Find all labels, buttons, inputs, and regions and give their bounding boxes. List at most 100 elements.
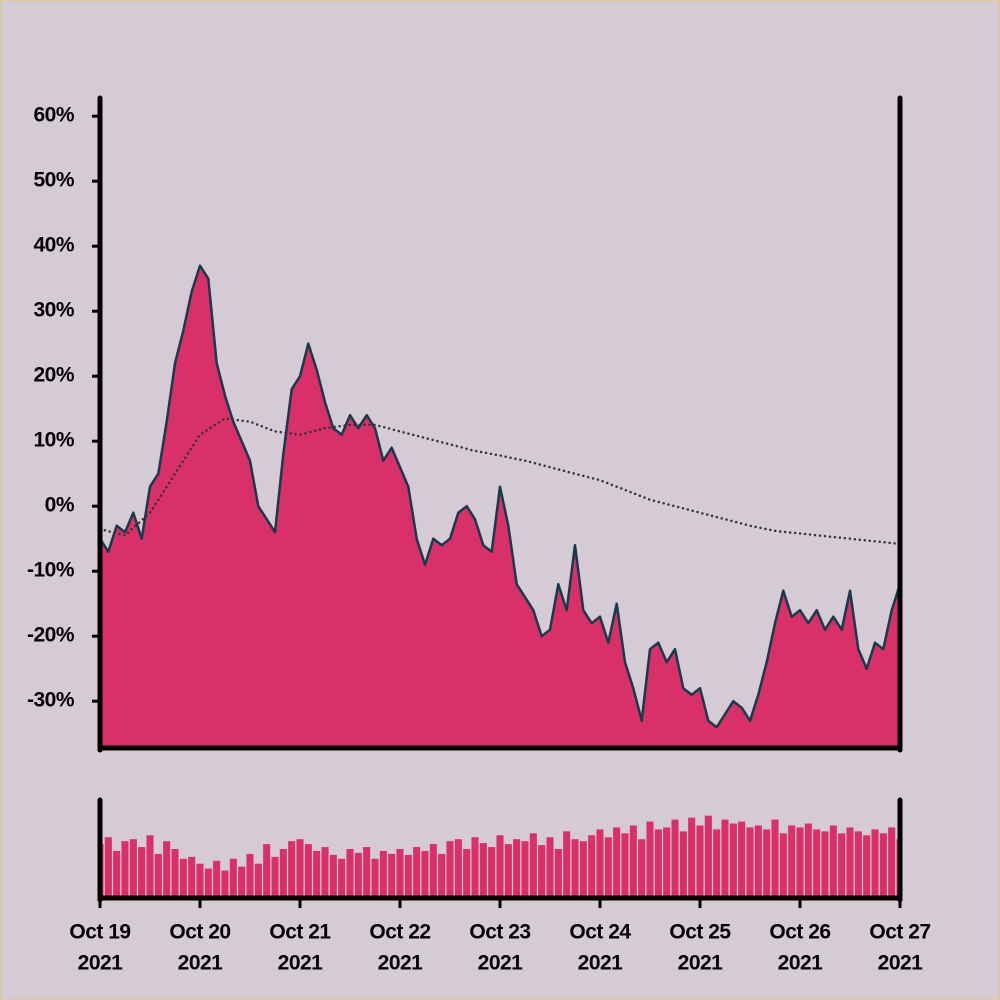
volume-bar (879, 833, 887, 898)
volume-bar (788, 825, 796, 898)
x-tick-label: Oct 21 (269, 921, 331, 944)
volume-bar (404, 854, 412, 898)
volume-bar (679, 831, 687, 898)
volume-bar (513, 839, 521, 898)
volume-bar (504, 844, 512, 898)
volume-bar (329, 854, 337, 898)
volume-panel: Oct 19 2021 Oct 20 2021 Oct 21 2021 Oct 22 2021… (69, 797, 931, 975)
volume-bar (563, 831, 571, 898)
volume-bar (413, 847, 421, 898)
volume-bar (263, 844, 271, 898)
volume-bar (579, 841, 587, 898)
x-tick-label: 2021 (178, 952, 224, 975)
volume-bar (821, 831, 829, 898)
y-tick-label: 20% (33, 364, 74, 387)
volume-bar (888, 827, 896, 898)
volume-bar (488, 847, 496, 898)
x-tick-label: Oct 24 (569, 921, 631, 944)
volume-bar (796, 827, 804, 898)
volume-bar (638, 839, 646, 898)
y-tick-label: 30% (33, 299, 74, 322)
y-tick-label: 10% (33, 429, 74, 452)
volume-bar (546, 837, 554, 898)
volume-bar (354, 852, 362, 898)
x-tick-label: 2021 (278, 952, 324, 975)
volume-bar (238, 866, 246, 898)
y-tick-label: 40% (33, 234, 74, 257)
x-tick-label: Oct 23 (469, 921, 530, 944)
volume-bar (363, 847, 371, 898)
volume-bar (704, 815, 712, 898)
volume-bar (313, 850, 321, 898)
volume-bar (663, 827, 671, 898)
volume-bar (229, 858, 237, 898)
volume-bar (171, 849, 179, 898)
volume-bar (729, 823, 737, 898)
x-tick-label: Oct 19 (69, 921, 130, 944)
x-tick-label: 2021 (378, 952, 424, 975)
volume-bar (213, 860, 221, 898)
volume-bar (629, 825, 637, 898)
volume-bar (296, 839, 304, 898)
volume-bar (671, 819, 679, 898)
x-tick-label: 2021 (578, 952, 624, 975)
volume-bar (371, 858, 379, 898)
volume-bar (746, 827, 754, 898)
volume-bar (838, 833, 846, 898)
volume-bar (763, 829, 771, 898)
volume-bar (804, 823, 812, 898)
y-tick-label: -20% (27, 624, 75, 647)
x-tick-label: Oct 22 (369, 921, 430, 944)
volume-bar (146, 835, 154, 898)
volume-bar (654, 829, 662, 898)
volume-bar (271, 856, 279, 898)
x-tick-label: Oct 25 (669, 921, 731, 944)
volume-bar (604, 837, 612, 898)
price-panel: -30% -20% -10% 0% 10% 20% 30% 40% 50% 60% (27, 95, 903, 753)
volume-bar (479, 843, 487, 898)
x-tick-label: Oct 27 (869, 921, 930, 944)
volume-bar (613, 827, 621, 898)
volume-bar (129, 839, 137, 898)
volume-bar (163, 841, 171, 898)
volume-bar (538, 845, 546, 898)
volume-bar (179, 858, 187, 898)
volume-bar (246, 853, 254, 898)
area-fill (100, 265, 900, 748)
volume-bar (396, 849, 404, 898)
x-tick-label: Oct 26 (769, 921, 830, 944)
volume-bar (521, 841, 529, 898)
y-tick-label: 60% (33, 104, 74, 127)
volume-bar (871, 829, 879, 898)
volume-bar (304, 844, 312, 898)
x-tick-label: 2021 (478, 952, 524, 975)
volume-bar (279, 849, 287, 898)
volume-bar (204, 868, 212, 898)
volume-bar (596, 829, 604, 898)
area-line (98, 264, 902, 729)
volume-bar (196, 863, 204, 898)
volume-bar (446, 841, 454, 898)
volume-bar (338, 858, 346, 898)
volume-bar (429, 844, 437, 898)
volume-bar (496, 835, 504, 898)
volume-bar (154, 853, 162, 898)
volume-bar (471, 837, 479, 898)
volume-bar (621, 833, 629, 898)
volume-bar (571, 839, 579, 898)
volume-bar (188, 856, 196, 898)
volume-bar (288, 841, 296, 898)
volume-bar (754, 825, 762, 898)
volume-bar (721, 819, 729, 898)
volume-bar (113, 850, 121, 898)
volume-bar (846, 827, 854, 898)
volume-bar (646, 821, 654, 898)
volume-bar (713, 829, 721, 898)
volume-bar (254, 863, 262, 898)
volume-bar (379, 850, 387, 898)
y-tick-label: -10% (27, 559, 75, 582)
volume-bar (554, 849, 562, 898)
volume-bar (388, 853, 396, 898)
volume-bar (813, 829, 821, 898)
